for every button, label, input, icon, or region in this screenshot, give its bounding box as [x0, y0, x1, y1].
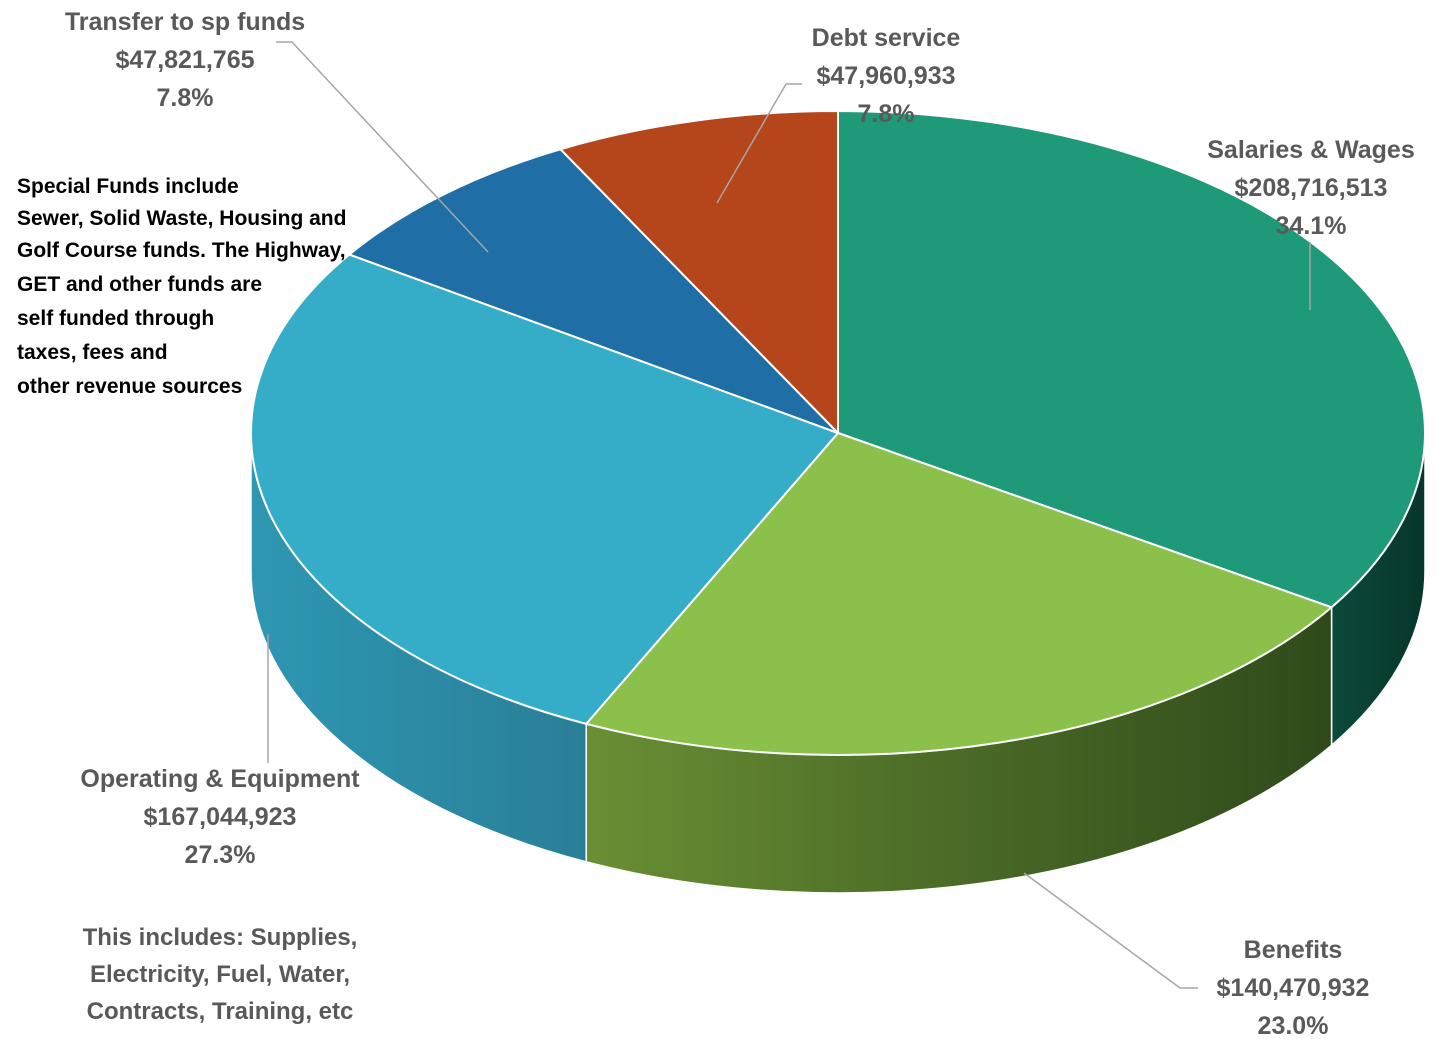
label-operating-amount: $167,044,923: [144, 803, 297, 831]
leader-line-benefits: [1023, 872, 1198, 989]
pie-slice-salaries: [837, 110, 1426, 609]
note-special-funds-line-7: other revenue sources: [17, 375, 242, 398]
leader-line-transfer: [276, 41, 489, 253]
label-benefits-name: Benefits: [1244, 936, 1343, 964]
leader-lines: [267, 41, 1311, 989]
note-special-funds-line-3: Golf Course funds. The Highway,: [17, 239, 346, 262]
note-special-funds-line-2: Sewer, Solid Waste, Housing and: [17, 207, 346, 230]
label-benefits-amount: $140,470,932: [1217, 974, 1370, 1002]
label-debt-name: Debt service: [812, 24, 961, 52]
label-transfer-percent: 7.8%: [157, 84, 214, 112]
label-transfer-amount: $47,821,765: [115, 46, 254, 74]
note-special-funds-line-5: self funded through: [17, 307, 214, 330]
leader-line-debt: [716, 83, 802, 204]
pie-slice-operating: [249, 253, 839, 725]
label-operating-name: Operating & Equipment: [80, 765, 360, 793]
label-debt-percent: 7.8%: [858, 100, 915, 128]
note-special-funds-line-1: Special Funds include: [17, 175, 239, 198]
pie-slice-debt: [559, 110, 839, 434]
pie-slice-benefits: [585, 432, 1333, 757]
note-special-funds-line-4: GET and other funds are: [17, 273, 262, 296]
pie-slices: [249, 110, 1426, 757]
label-salaries-name: Salaries & Wages: [1207, 136, 1415, 164]
label-benefits-percent: 23.0%: [1258, 1012, 1329, 1039]
pie-slice-transfer: [348, 148, 839, 434]
note-operating-line-1: This includes: Supplies,: [83, 924, 358, 951]
annotations: Special Funds include Sewer, Solid Waste…: [17, 175, 357, 1025]
note-operating-line-3: Contracts, Training, etc: [87, 998, 354, 1025]
note-operating-line-2: Electricity, Fuel, Water,: [90, 961, 350, 988]
label-salaries-amount: $208,716,513: [1235, 174, 1388, 202]
note-special-funds-line-6: taxes, fees and: [17, 341, 168, 364]
label-transfer-name: Transfer to sp funds: [65, 8, 305, 36]
label-operating-percent: 27.3%: [185, 841, 256, 869]
label-debt-amount: $47,960,933: [816, 62, 955, 90]
data-labels: Transfer to sp funds $47,821,765 7.8% De…: [65, 8, 1415, 1039]
label-salaries-percent: 34.1%: [1276, 212, 1347, 240]
